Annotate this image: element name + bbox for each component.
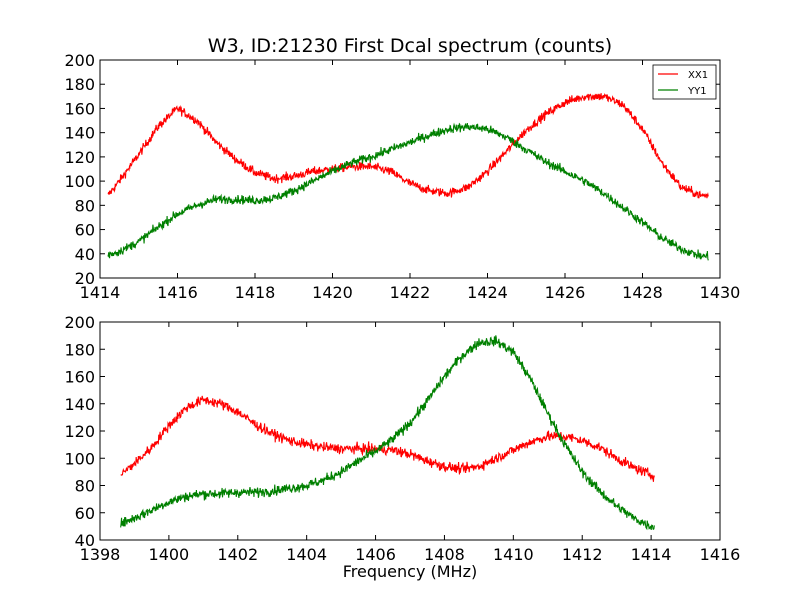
x-tick-label: 1420 [312, 283, 353, 302]
y-tick-label: 80 [75, 477, 95, 496]
y-tick-label: 160 [64, 368, 95, 387]
y-tick-label: 180 [64, 75, 95, 94]
x-tick-label: 1416 [700, 545, 741, 564]
panel-2: 1398 1400 1402 1404 1406 1408 1410 1412 1414 1416… [64, 313, 740, 564]
y-tick-label: 40 [75, 531, 95, 550]
x-tick-label: 1430 [700, 283, 741, 302]
y-tick-label: 200 [64, 51, 95, 70]
legend-label-yy1: YY1 [687, 86, 707, 97]
y-tick-label: 120 [64, 148, 95, 167]
series-line-green [120, 335, 655, 531]
x-tick-label: 1404 [286, 545, 327, 564]
plot-panels: 1414 1416 1418 1420 1422 1424 1426 1428 1430 20 40… [64, 51, 740, 564]
y-tick-label: 80 [75, 196, 95, 215]
x-tick-label: 1424 [467, 283, 508, 302]
x-tick-label: 1414 [80, 283, 121, 302]
y-tick-label: 140 [64, 124, 95, 143]
series-line-red [120, 395, 655, 482]
x-tick-label: 1414 [631, 545, 672, 564]
x-tick-label: 1406 [355, 545, 396, 564]
y-tick-label: 40 [75, 245, 95, 264]
x-tick-label: 1400 [149, 545, 190, 564]
x-tick-label: 1402 [217, 545, 258, 564]
series-line-xx1 [107, 92, 709, 199]
y-tick-label: 60 [75, 504, 95, 523]
x-tick-label: 1410 [493, 545, 534, 564]
y-tick-label: 140 [64, 395, 95, 414]
figure-title: W3, ID:21230 First Dcal spectrum (counts… [208, 35, 612, 57]
x-axis-label: Frequency (MHz) [343, 562, 477, 581]
y-tick-label: 200 [64, 313, 95, 332]
x-tick-label: 1426 [545, 283, 586, 302]
panel-1: 1414 1416 1418 1420 1422 1424 1426 1428 1430 20 40… [64, 51, 740, 302]
x-tick-label: 1428 [622, 283, 663, 302]
x-tick-label: 1412 [562, 545, 603, 564]
x-tick-label: 1422 [390, 283, 431, 302]
y-tick-label: 100 [64, 172, 95, 191]
series-line-yy1 [107, 122, 709, 261]
x-tick-label: 1418 [235, 283, 276, 302]
y-tick-label: 180 [64, 340, 95, 359]
y-tick-label: 100 [64, 449, 95, 468]
x-tick-label: 1398 [80, 545, 121, 564]
legend-box [652, 64, 717, 100]
x-tick-label: 1408 [424, 545, 465, 564]
y-tick-label: 20 [75, 269, 95, 288]
x-tick-label: 1416 [157, 283, 198, 302]
legend-label-xx1: XX1 [688, 70, 708, 81]
y-tick-label: 60 [75, 221, 95, 240]
y-tick-label: 120 [64, 422, 95, 441]
y-tick-label: 160 [64, 99, 95, 118]
